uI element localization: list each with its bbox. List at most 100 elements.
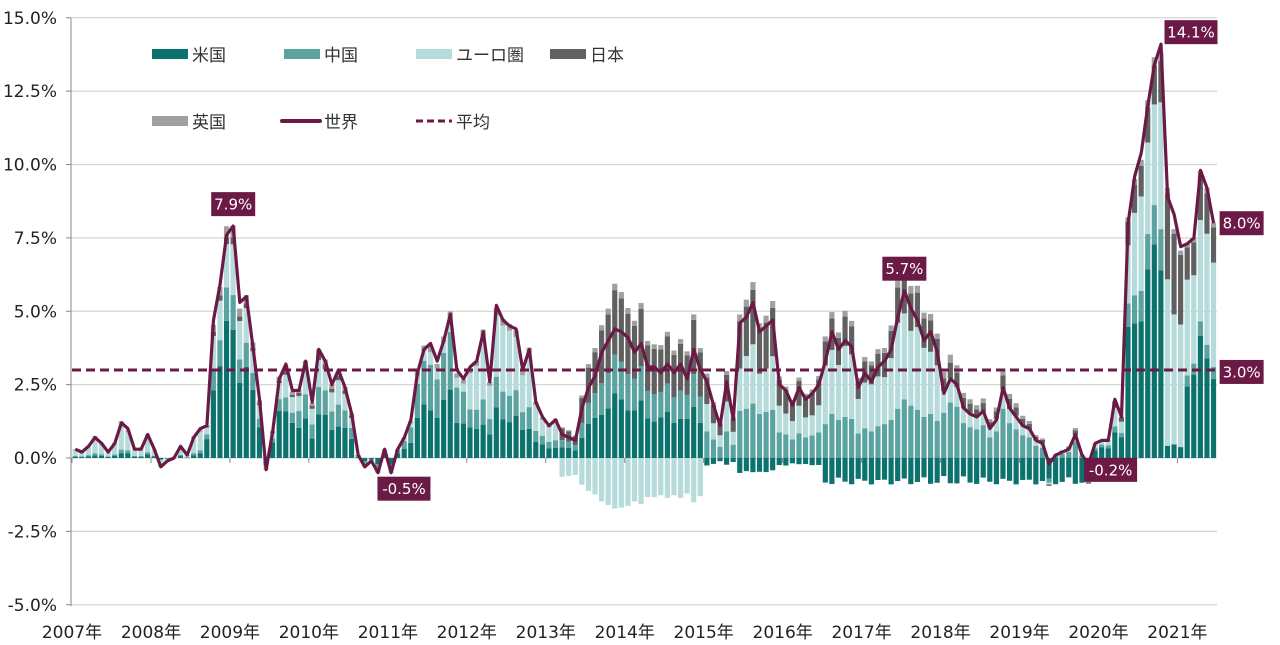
bar-china [914, 409, 921, 458]
legend-item: 英国 [152, 113, 226, 133]
bar-euro [691, 458, 697, 503]
x-tick-label: 2018年 [910, 623, 970, 643]
bar-uk [737, 314, 743, 322]
bar-uk [914, 285, 921, 293]
data-label: -0.5% [377, 476, 431, 501]
bar-uk [987, 419, 993, 423]
bar-japan [618, 298, 624, 362]
bar-china [796, 433, 802, 458]
bar-us [375, 458, 381, 465]
bar-china [559, 440, 565, 448]
bar-japan [842, 316, 848, 346]
bar-china [454, 387, 460, 423]
legend-item: 中国 [284, 46, 358, 66]
bar-euro [928, 351, 934, 414]
bar-euro [914, 327, 921, 410]
bar-china [625, 374, 631, 411]
bar-us [1118, 437, 1124, 458]
bar-china [131, 455, 137, 457]
bar-uk [1013, 403, 1019, 408]
bar-uk [1072, 428, 1078, 431]
bar-uk [816, 375, 822, 380]
bar-euro [842, 345, 848, 417]
bar-china [809, 435, 815, 458]
bar-uk [1046, 485, 1052, 487]
bar-us [763, 458, 769, 473]
bar-us [348, 438, 355, 458]
bar-us [144, 454, 151, 458]
bar-china [302, 394, 309, 419]
bar-euro [855, 398, 861, 434]
bar-us [329, 429, 335, 458]
x-tick-label: 2019年 [989, 623, 1049, 643]
bar-china [941, 412, 947, 458]
bar-japan [921, 318, 927, 348]
data-label-text: -0.5% [382, 480, 426, 498]
bar-japan [625, 314, 631, 375]
bar-us [914, 458, 921, 482]
legend-label: 世界 [324, 113, 358, 133]
bar-us [112, 455, 118, 458]
bar-euro [895, 322, 901, 409]
bar-euro [230, 244, 236, 296]
bar-china [289, 412, 295, 423]
bar-china [546, 441, 552, 449]
bar-china [789, 439, 795, 458]
bar-china [539, 436, 545, 445]
bar-us [816, 458, 822, 465]
bar-us [414, 417, 420, 458]
bar-japan [1178, 254, 1184, 325]
bar-china [243, 342, 249, 367]
bar-us [1158, 270, 1164, 458]
bar-china [710, 439, 717, 458]
bar-us [770, 458, 776, 471]
bar-china [1046, 478, 1052, 483]
bar-uk [460, 379, 466, 384]
bar-us [401, 448, 407, 458]
bar-us [342, 427, 348, 458]
bar-us [737, 458, 743, 473]
bar-us [230, 329, 236, 458]
bar-china [223, 287, 230, 321]
bar-euro [881, 377, 888, 425]
bar-uk [585, 364, 592, 368]
bar-us [1204, 358, 1210, 458]
bar-china [105, 456, 111, 458]
bar-us [1112, 432, 1118, 458]
bar-uk [1210, 222, 1217, 228]
bar-euro [612, 458, 618, 509]
bar-uk [434, 363, 440, 369]
data-label-text: 5.7% [885, 260, 923, 278]
bar-china [875, 426, 881, 458]
bar-us [881, 458, 888, 480]
bar-china [1184, 375, 1190, 387]
bar-china [552, 440, 559, 448]
bar-us [92, 455, 98, 458]
bar-japan [730, 418, 736, 432]
y-tick-label: 10.0% [3, 156, 57, 176]
bar-euro [1046, 482, 1052, 485]
bar-euro [460, 383, 466, 392]
bar-us [875, 458, 881, 481]
bar-us [664, 411, 670, 458]
bar-china [237, 359, 243, 383]
bar-euro [809, 415, 815, 436]
bar-us [237, 382, 243, 458]
bar-euro [980, 412, 986, 426]
bar-euro [131, 449, 137, 456]
bar-uk [72, 449, 78, 450]
bar-japan [1013, 407, 1019, 416]
y-tick-label: 0.0% [14, 449, 57, 469]
bar-japan [1171, 233, 1177, 315]
bar-china [118, 449, 124, 454]
bar-china [427, 364, 434, 411]
bar-us [638, 400, 644, 458]
bar-euro [1006, 408, 1013, 424]
bar-japan [855, 381, 861, 399]
bar-china [177, 454, 184, 457]
bar-euro [605, 458, 611, 505]
bar-china [1066, 451, 1072, 458]
bar-japan [717, 423, 723, 436]
bar-uk [638, 303, 644, 309]
bar-euro [704, 404, 710, 432]
